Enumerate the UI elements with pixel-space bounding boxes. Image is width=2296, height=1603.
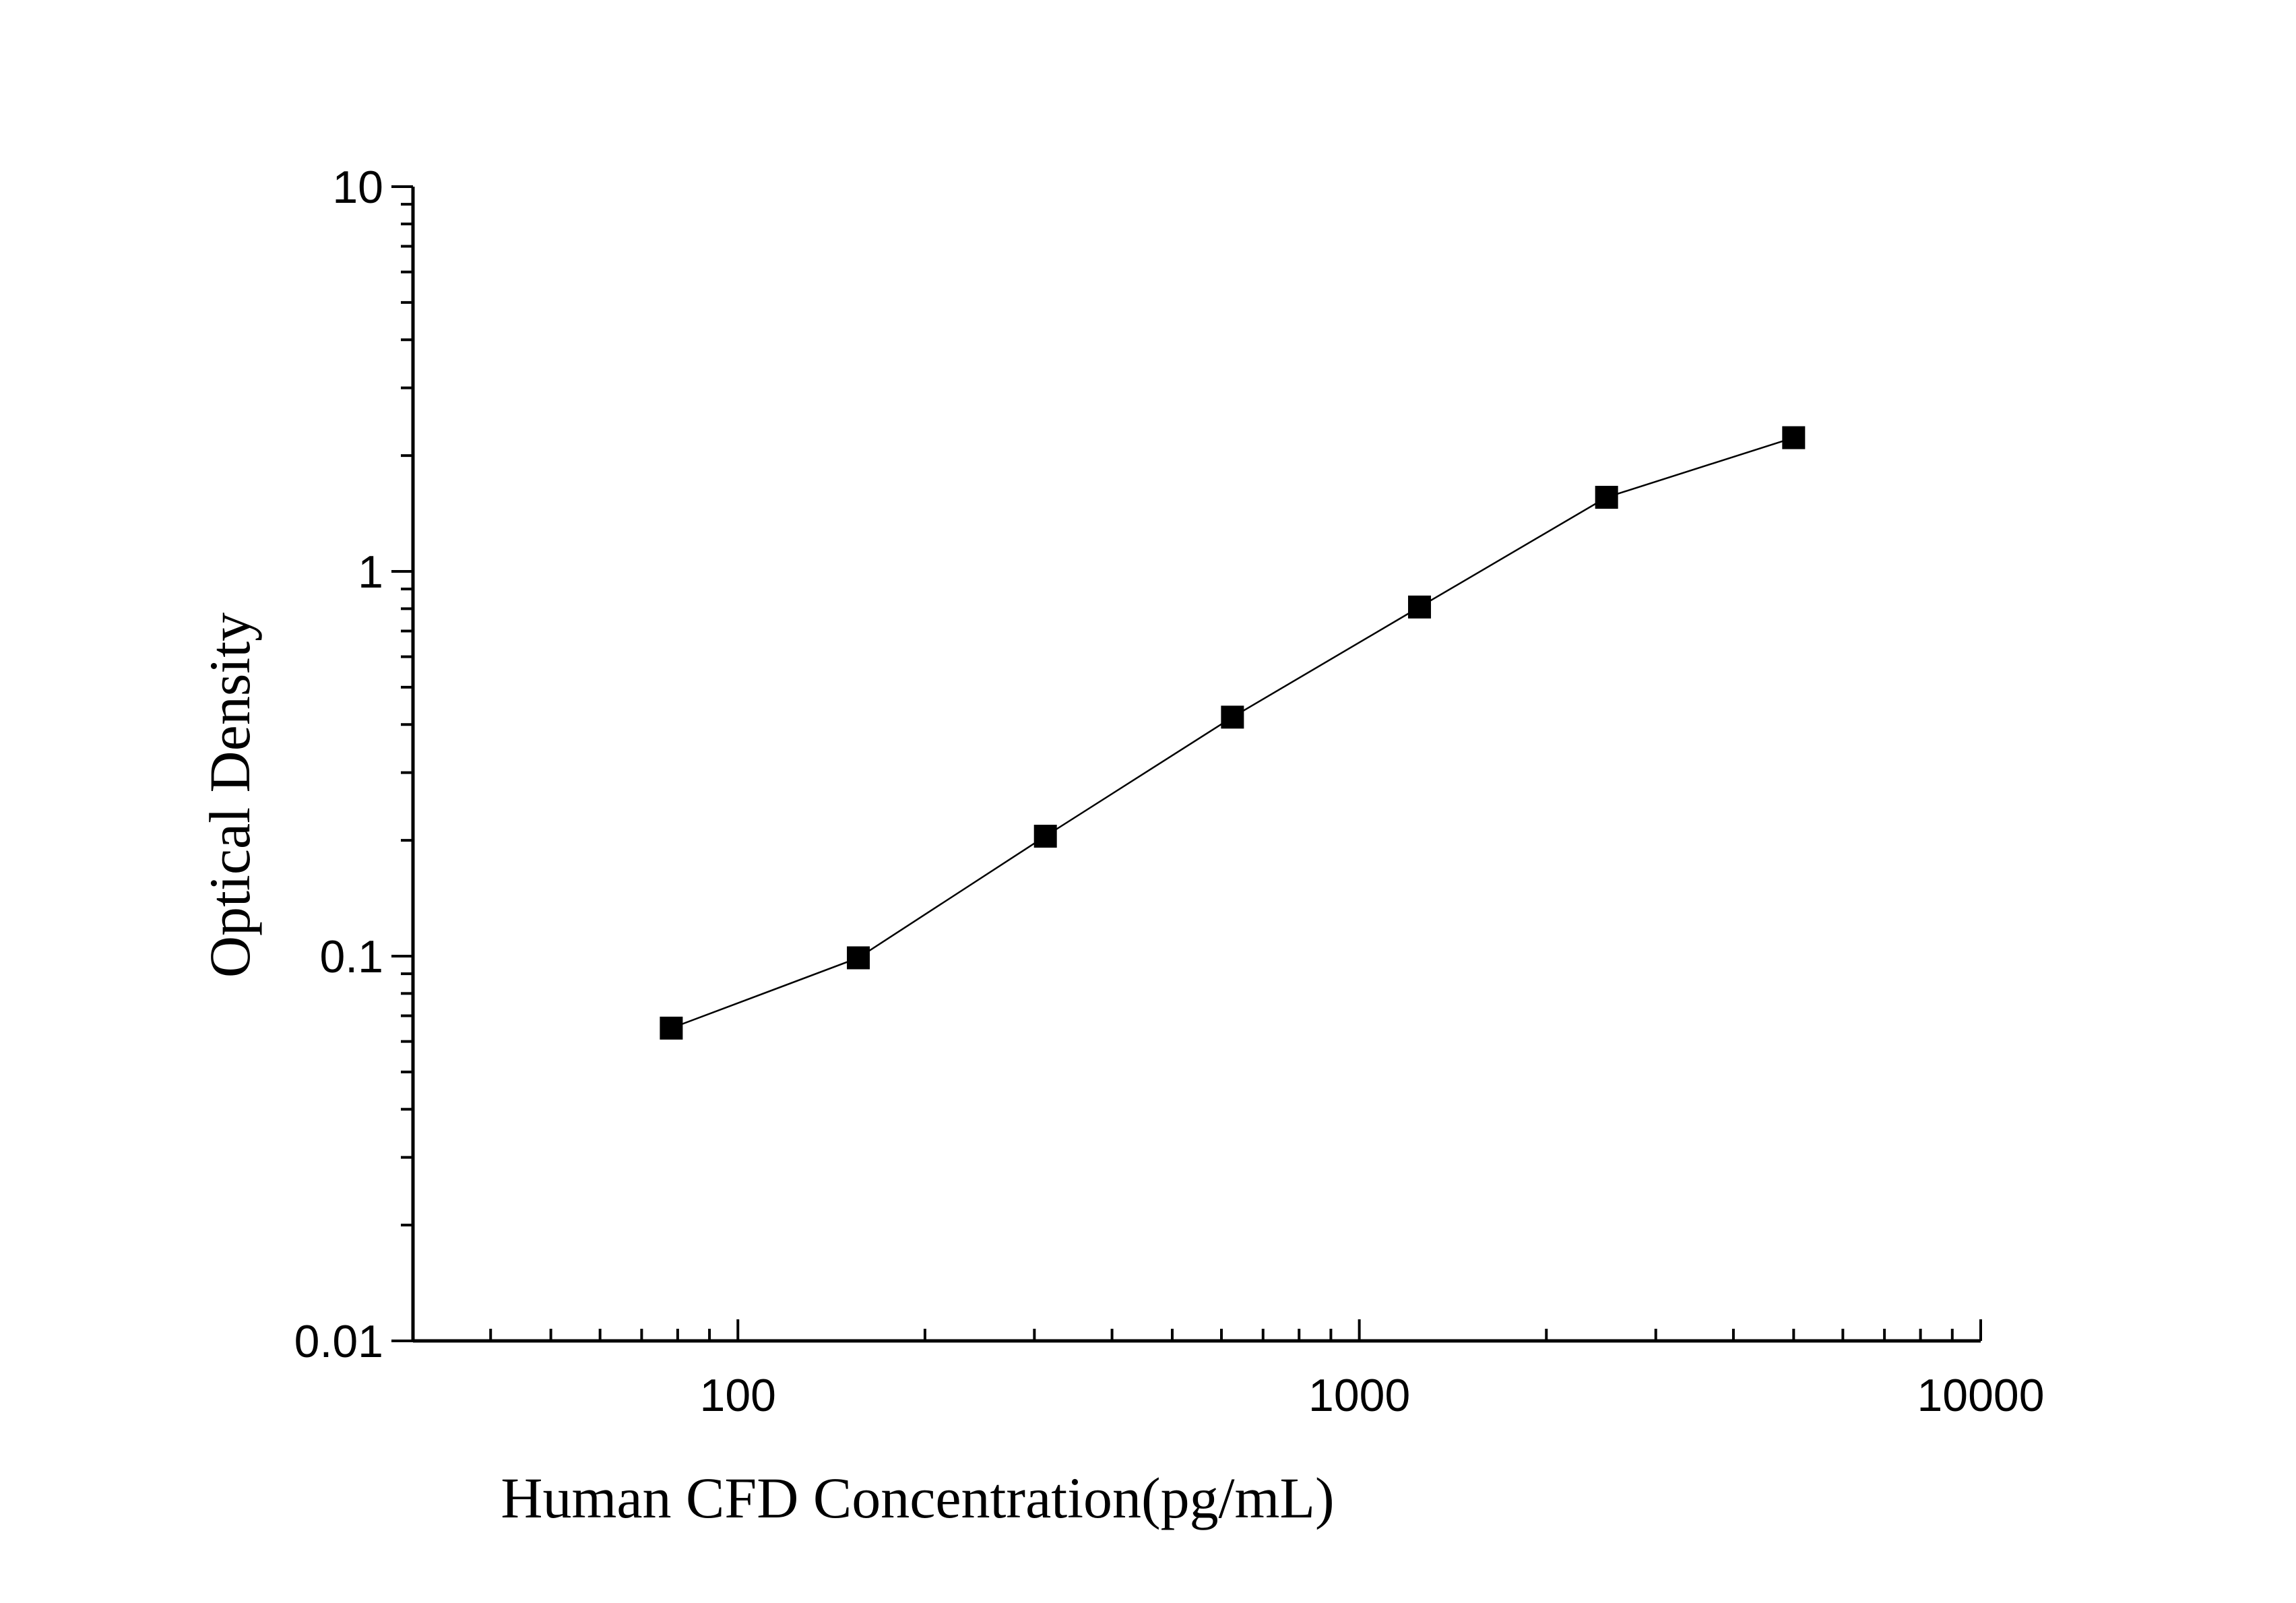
y-tick-label: 10 — [332, 162, 383, 213]
x-axis-title: Human CFD Concentration(pg/mL) — [501, 1466, 1334, 1530]
y-tick-label: 1 — [358, 546, 383, 598]
series — [660, 426, 1806, 1040]
data-point-marker — [1408, 595, 1432, 619]
x-tick-label: 1000 — [1308, 1370, 1410, 1421]
data-point-marker — [1221, 705, 1244, 729]
x-tick-label: 10000 — [1917, 1370, 2044, 1421]
data-point-marker — [660, 1016, 683, 1040]
data-point-marker — [1782, 426, 1806, 449]
y-axis-title: Optical Density — [197, 612, 262, 978]
data-point-marker — [847, 946, 870, 970]
data-point-marker — [1595, 486, 1618, 509]
axes — [411, 187, 1981, 1343]
tick-labels: 10 1 0.1 0.01 100 1000 10000 — [294, 162, 2045, 1421]
y-tick-label: 0.1 — [319, 931, 383, 982]
data-point-marker — [1033, 824, 1057, 848]
y-tick-label: 0.01 — [294, 1316, 383, 1367]
series-line — [670, 437, 1794, 1029]
ticks — [391, 185, 1982, 1342]
x-tick-label: 100 — [700, 1370, 776, 1421]
